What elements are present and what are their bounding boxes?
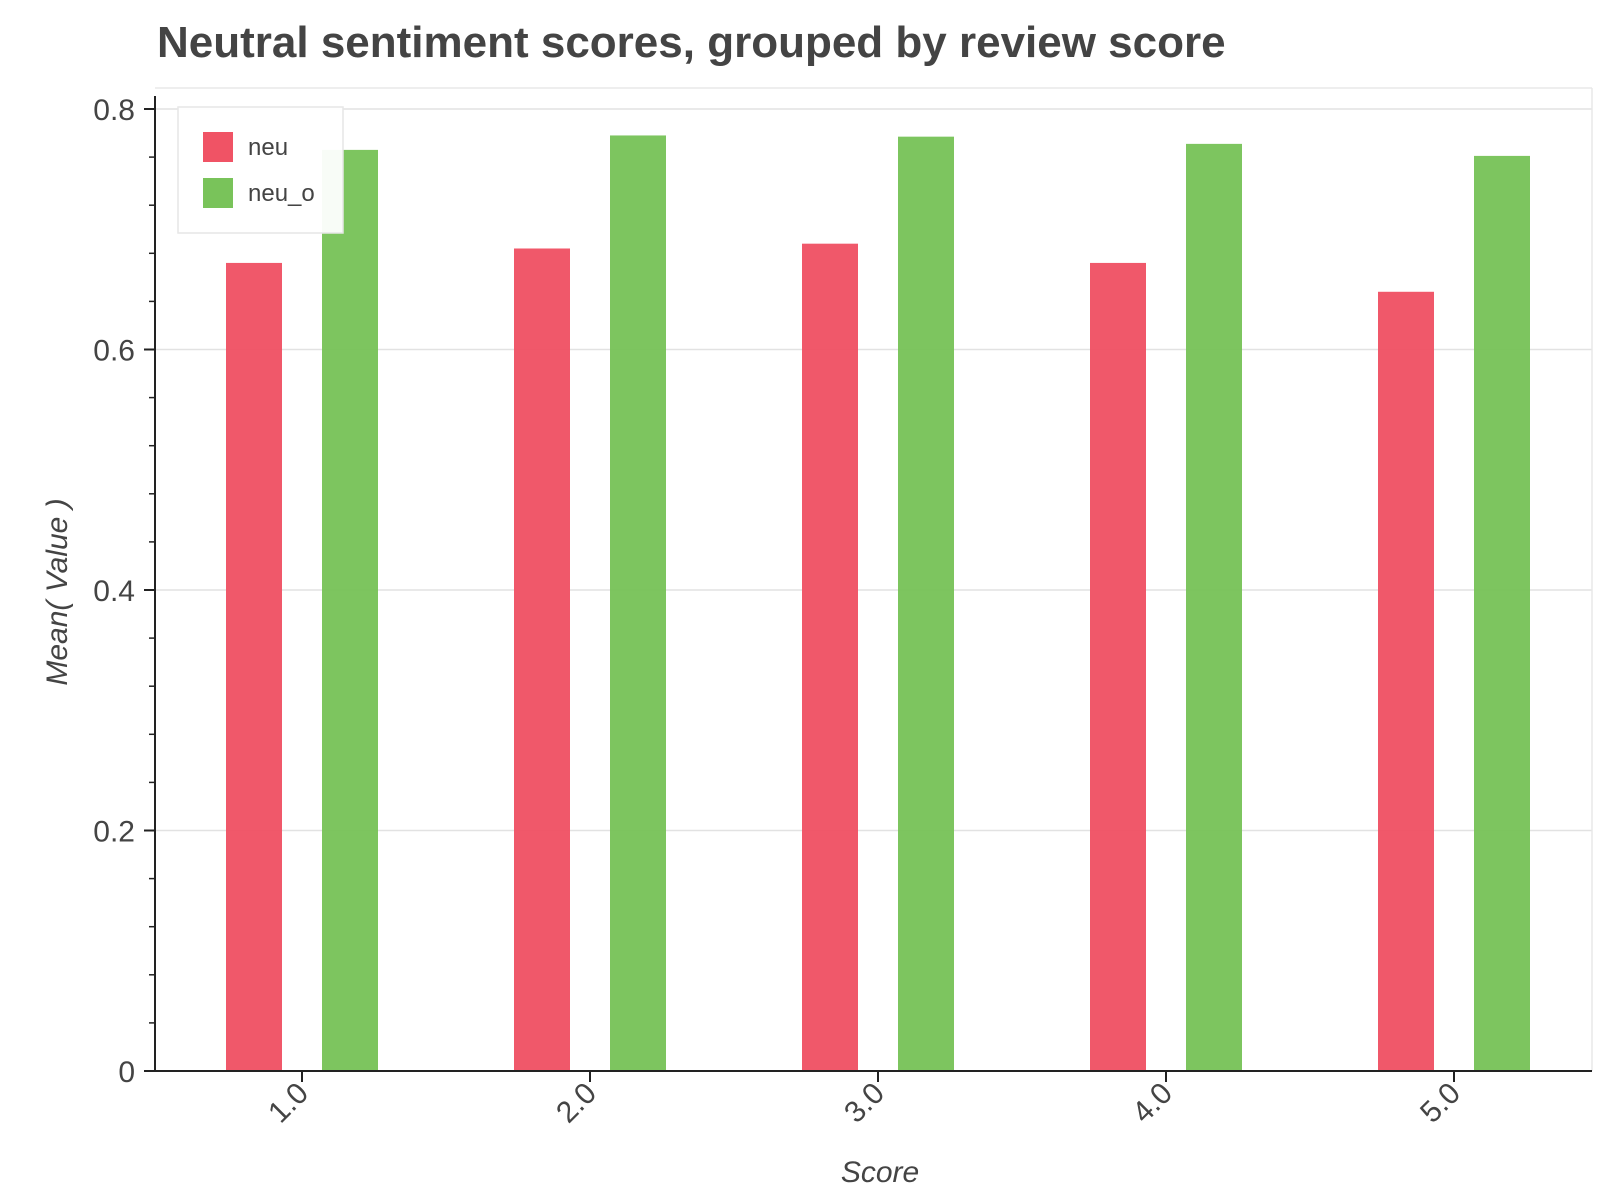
- y-axis-label: Mean( Value ): [41, 498, 74, 685]
- x-tick-label: 5.0: [1414, 1077, 1467, 1130]
- legend: neu neu_o: [177, 106, 344, 234]
- bar-neu-5.0: [1378, 291, 1434, 1071]
- y-tick-label: 0.8: [93, 94, 135, 127]
- legend-box: [177, 106, 344, 234]
- bar-neu-3.0: [802, 243, 858, 1071]
- ticks: 0 0.2 0.4 0.6 0.8 1.0 2.0 3.0 4.0 5.0: [93, 94, 1467, 1129]
- y-tick-label: 0.4: [93, 575, 135, 608]
- legend-label-neu_o: neu_o: [248, 180, 315, 207]
- y-tick-label: 0.2: [93, 816, 135, 849]
- y-tick-label: 0.6: [93, 335, 135, 368]
- bar-neu-4.0: [1090, 262, 1146, 1071]
- bar-neu_o-4.0: [1186, 143, 1242, 1071]
- gridlines: [155, 108, 1592, 832]
- x-tick-label: 1.0: [262, 1077, 315, 1130]
- bar-neu_o-2.0: [610, 135, 666, 1071]
- x-tick-label: 4.0: [1126, 1077, 1179, 1130]
- legend-label-neu: neu: [248, 134, 288, 161]
- bar-neu_o-1.0: [322, 149, 378, 1071]
- bar-neu-2.0: [514, 248, 570, 1072]
- chart-title: Neutral sentiment scores, grouped by rev…: [157, 18, 1226, 67]
- x-tick-label: 3.0: [838, 1077, 891, 1130]
- y-tick-label: 0: [118, 1056, 135, 1089]
- axes: [154, 87, 1593, 1072]
- legend-swatch-neu_o: [203, 178, 233, 208]
- bars: [226, 135, 1530, 1072]
- bar-neu_o-5.0: [1474, 155, 1530, 1071]
- bar-neu-1.0: [226, 262, 282, 1071]
- x-tick-label: 2.0: [550, 1077, 603, 1130]
- bar-neu_o-3.0: [898, 136, 954, 1072]
- legend-swatch-neu: [203, 132, 233, 162]
- x-axis-label: Score: [841, 1156, 919, 1189]
